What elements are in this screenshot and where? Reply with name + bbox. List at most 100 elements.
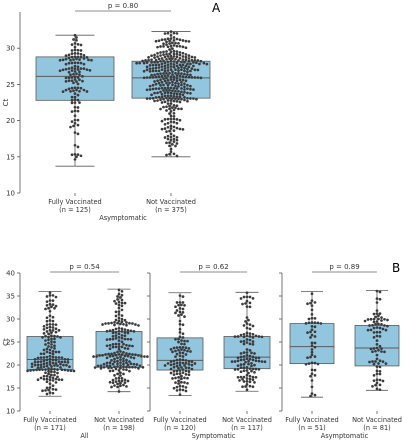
panel-b-sub1-cat1-point [245,295,249,299]
panel-b-sub1-cat0-point [178,310,182,314]
panel-b-sub0-cat1-point [116,356,119,360]
panel-a-cat1-point [183,88,186,91]
panel-b-sub0-cat0-point [54,304,58,308]
panel-a-cat0-point [67,53,71,57]
panel-b-sub1-cat0-point [183,342,186,346]
panel-b-sub0-y-tick-label: 15 [6,385,15,393]
panel-a-cat1-point [189,97,192,100]
panel-a-group-label: Asymptomatic [99,214,147,222]
panel-b-sub0-cat0-point [42,352,46,356]
panel-a-cat1-point [153,91,156,95]
panel-b-sub1-cat1-point [257,368,261,371]
panel-b-sub1-cat0-point [178,345,182,349]
panel-b-sub0-cat0-point [45,316,49,320]
panel-a-cat0-point [87,58,90,62]
panel-b-sub0-cat0-point [38,368,41,372]
panel-b-sub0-cat1-point [132,362,136,366]
panel-b-sub1-cat1-point [239,340,243,343]
panel-a-cat1-point [180,83,183,87]
panel-b-sub0-cat1-point [141,365,145,369]
panel-a-cat1-point [172,137,176,141]
panel-a-cat0-point [76,86,80,90]
panel-b-sub0-cat0-point [48,328,52,332]
panel-a-cat0-point [79,43,83,47]
panel-a-cat0-point [81,74,84,78]
panel-a-cat1-point [162,42,165,46]
panel-b-sub2-cat0-point [307,317,311,321]
panel-a-cat1-point [169,135,173,139]
panel-b-sub0-cat1-point [114,380,118,384]
panel-b-sub0-cat1-point [101,323,104,326]
panel-a-cat0-point [70,110,74,113]
panel-b-sub1-cat0-point [174,305,177,309]
panel-b-sub2-cat0-point [310,392,314,395]
panel-a-cat1-point [175,55,179,59]
panel-b-sub0-p-value-label: p = 0.54 [69,263,100,271]
panel-b-sub0-cat1-point [114,337,118,340]
panel-b-sub2-cat1-point [383,324,386,327]
panel-b-sub0-cat1-point [123,346,127,350]
panel-b-sub0-cat0-point [59,362,62,366]
panel-b-sub0-cat0-point [54,361,58,365]
panel-a-cat1-point [165,96,168,100]
panel-b-sub0-cat0-point [47,341,50,345]
panel-a-cat1-point [160,101,164,104]
panel-a-cat1-point [151,83,155,87]
panel-b-sub0-cat1-point [114,314,118,318]
panel-b-sub1-cat0-point [180,366,183,369]
panel-b-sub0-cat0-point [53,370,56,374]
panel-b-sub0-cat0-point [56,364,59,367]
panel-a-cat0-point [70,95,74,99]
panel-b-sub0-cat0-point [26,369,29,373]
panel-b-sub0-cat1-point [129,355,133,359]
panel-b-sub2-cat1-point [378,388,382,392]
panel-b-sub0-y-tick-label: 20 [6,362,15,370]
panel-a-cat1-point [166,94,170,98]
panel-b-sub0-cat1-point [126,331,130,335]
panel-a-cat1-point [166,45,170,49]
panel-b-sub0-cat1-point [102,365,106,369]
panel-b-sub1-cat1-point [254,359,258,363]
panel-a-cat1-point [175,95,179,98]
panel-a-cat1-point [171,106,174,110]
panel-b-sub1-cat1-point [248,367,252,371]
panel-b-sub2-cat1-point [378,335,382,338]
panel-b-sub0-cat1-point [125,358,128,362]
panel-b-sub0-cat1-point [131,353,134,356]
panel-a-cat1-point [151,69,155,73]
panel-b-sub1-cat0-point [169,348,173,351]
panel-b-sub0-cat0-point [48,362,52,366]
panel-a-cat1-point [160,74,164,78]
panel-a-cat0-point [76,145,80,149]
panel-b-sub0-cat1-point [125,321,128,324]
panel-a-cat1-point [160,119,164,123]
panel-a-cat0-point [73,78,77,81]
panel-a-cat1-point [175,118,179,121]
panel-a-cat1-point [166,137,170,141]
panel-a-cat1-point [172,108,176,112]
panel-b-sub0-cat1-point [116,298,119,301]
panel-b-sub1-cat1-point [251,332,255,336]
panel-b-sub0-cat0-point [48,314,52,318]
panel-b-sub2-cat1-point [368,360,371,364]
panel-b-sub0-cat1-point [108,364,112,368]
panel-b-sub1-cat0-point [175,364,179,368]
panel-b-sub1-cat1-point [236,356,240,360]
panel-b-sub0-cat1-point [119,296,122,299]
panel-b-sub1-cat0-point [178,354,182,358]
panel-a-cat1-point [166,63,170,67]
panel-a-y-tick-label: 30 [6,45,15,53]
panel-a-cat0-point [64,57,68,61]
panel-a-cat1-point [160,57,164,60]
panel-b-sub1-cat0-point [181,336,185,339]
panel-a-cat1-point [175,44,179,48]
panel-b-sub2-cat1-point [378,312,382,315]
panel-b-sub1-cat1-point [241,377,244,381]
panel-b-sub0-cat1-point [108,361,112,365]
panel-a-cat1-point [175,138,179,142]
panel-a-cat0-point [75,72,78,76]
panel-a-cat1-point [169,147,173,151]
panel-a-cat1-point [171,83,174,87]
panel-a-cat1-point [190,58,194,62]
panel-b-sub1-cat0-point [178,335,182,339]
